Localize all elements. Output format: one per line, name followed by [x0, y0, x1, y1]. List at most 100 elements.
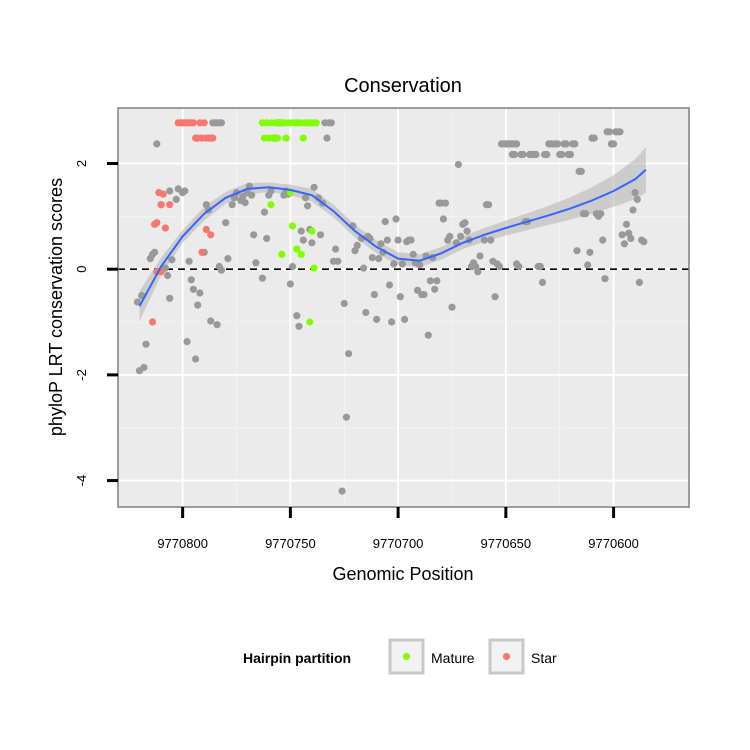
y-tick-label: -4: [74, 475, 89, 487]
data-point-other: [457, 232, 465, 240]
data-point-other: [586, 248, 594, 256]
confidence-ribbon: [139, 147, 646, 321]
data-point-other: [495, 262, 503, 271]
data-point-other: [590, 134, 598, 142]
data-point-other: [396, 293, 404, 301]
data-point-other: [310, 183, 318, 191]
x-tick-label: 9770800: [157, 536, 208, 551]
y-tick-label: 0: [74, 266, 89, 273]
data-point-other: [368, 254, 376, 262]
data-point-other: [476, 252, 484, 260]
data-point-mature: [308, 227, 316, 235]
data-point-other: [183, 338, 191, 346]
data-point-other: [629, 206, 637, 214]
confidence-ribbon-layer: [139, 147, 646, 321]
data-point-other: [562, 140, 570, 148]
data-point-other: [398, 260, 406, 268]
data-point-other: [631, 189, 639, 197]
data-point-other: [558, 150, 566, 159]
data-point-other: [620, 240, 629, 248]
data-point-mature: [267, 201, 275, 209]
data-point-star: [200, 119, 208, 127]
data-point-other: [189, 285, 197, 293]
data-point-other: [584, 261, 592, 269]
data-point-other: [338, 487, 346, 495]
legend-label-star: Star: [531, 650, 557, 666]
data-point-other: [370, 291, 378, 299]
data-point-other: [633, 195, 641, 203]
data-point-other: [536, 262, 544, 271]
data-point-other: [599, 236, 607, 244]
data-point-other: [513, 140, 521, 148]
data-point-other: [192, 355, 200, 363]
data-point-other: [308, 239, 316, 247]
data-point-other: [388, 318, 396, 326]
data-point-mature: [312, 119, 320, 127]
data-point-other: [332, 245, 340, 253]
data-point-other: [420, 291, 428, 299]
data-point-other: [439, 215, 447, 223]
data-point-other: [342, 413, 350, 421]
data-point-other: [390, 260, 398, 268]
chart-title: Conservation: [344, 75, 462, 97]
data-point-other: [487, 236, 495, 244]
smooth-line: [138, 169, 647, 307]
data-point-other: [448, 303, 456, 311]
data-point-other: [327, 119, 335, 127]
data-point-mature: [278, 250, 286, 258]
data-point-star: [166, 201, 174, 209]
data-point-star: [157, 201, 165, 209]
data-point-other: [515, 262, 523, 271]
data-point-other: [554, 140, 562, 148]
data-point-other: [187, 276, 195, 284]
data-point-star: [207, 231, 215, 239]
legend-label-mature: Mature: [431, 650, 475, 666]
data-point-other: [323, 134, 331, 142]
data-point-star: [209, 134, 217, 142]
data-point-mature: [288, 222, 297, 230]
data-point-other: [248, 191, 256, 199]
data-point-other: [640, 238, 648, 246]
legend-entry-mature: Mature: [388, 638, 475, 675]
data-point-star: [202, 225, 210, 234]
y-axis-title: phyloP LRT conservation scores: [46, 178, 66, 436]
data-point-other: [172, 195, 180, 203]
data-point-other: [241, 199, 249, 207]
data-point-other: [133, 298, 141, 306]
data-point-other: [401, 315, 409, 323]
data-point-star: [189, 119, 197, 127]
data-point-other: [267, 187, 275, 195]
data-point-other: [304, 202, 312, 210]
data-point-other: [316, 231, 325, 239]
data-point-other: [461, 219, 469, 227]
legend-dot-mature: [402, 652, 411, 661]
data-point-other: [297, 227, 305, 235]
data-point-other: [597, 210, 605, 218]
data-point-other: [601, 275, 609, 283]
data-point-other: [577, 167, 585, 175]
data-point-mature: [282, 134, 290, 142]
data-point-other: [362, 308, 370, 317]
data-point-other: [295, 322, 303, 330]
data-point-other: [416, 261, 424, 269]
data-point-other: [519, 150, 527, 159]
data-point-star: [153, 219, 161, 227]
data-point-other: [185, 257, 193, 265]
gridlines: [118, 108, 689, 507]
data-point-other: [407, 236, 415, 244]
data-point-other: [510, 150, 519, 159]
x-axis-ticks: 9770800 9770750 9770700 9770650 9770600: [157, 507, 639, 551]
x-tick-label: 9770600: [588, 536, 639, 551]
legend-key-mature: [388, 638, 425, 675]
data-point-other: [353, 241, 361, 249]
data-point-other: [258, 274, 266, 282]
data-point-star: [159, 190, 167, 198]
legend-dot-star: [502, 652, 511, 661]
data-point-other: [385, 281, 394, 289]
data-point-other: [164, 271, 172, 280]
data-point-other: [480, 236, 488, 244]
data-point-other: [166, 294, 174, 302]
data-point-other: [627, 234, 635, 243]
data-point-other: [454, 160, 462, 169]
data-point-mature: [306, 318, 314, 326]
